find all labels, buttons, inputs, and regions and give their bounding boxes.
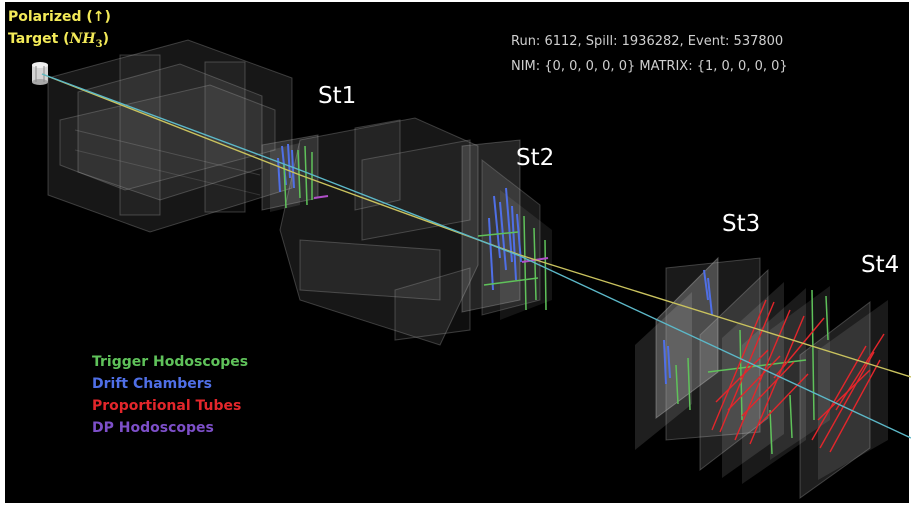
legend-dp-hodoscopes: DP Hodoscopes	[92, 420, 214, 436]
track-cyan	[41, 73, 911, 439]
background-panel	[5, 2, 909, 503]
station-label-st4: St4	[861, 252, 900, 278]
legend-trigger-hodoscopes: Trigger Hodoscopes	[92, 354, 249, 370]
event-info-triggers: NIM: {0, 0, 0, 0, 0} MATRIX: {1, 0, 0, 0…	[511, 59, 788, 74]
target-label-line2: Target (NH3)	[8, 31, 109, 50]
station-label-st2: St2	[516, 145, 555, 171]
legend-drift-chambers: Drift Chambers	[92, 376, 213, 392]
event-info-run: Run: 6112, Spill: 1936282, Event: 537800	[511, 34, 784, 49]
reconstructed-tracks	[41, 73, 911, 439]
target-label-prefix: Target (	[8, 31, 70, 47]
station-label-st1: St1	[318, 83, 357, 109]
station-label-st3: St3	[722, 211, 761, 237]
kmag-magnet	[279, 117, 479, 346]
target-label-suffix: )	[102, 31, 109, 47]
legend-proportional-tubes: Proportional Tubes	[92, 398, 242, 414]
target-label-line1: Polarized (↑)	[8, 9, 111, 25]
proportional-tube-hits	[711, 299, 885, 453]
track-yellow	[41, 73, 911, 378]
target-cylinder-icon	[32, 62, 48, 85]
target-formula: NH3	[69, 31, 103, 50]
trigger-hodoscope-hits	[283, 145, 829, 455]
